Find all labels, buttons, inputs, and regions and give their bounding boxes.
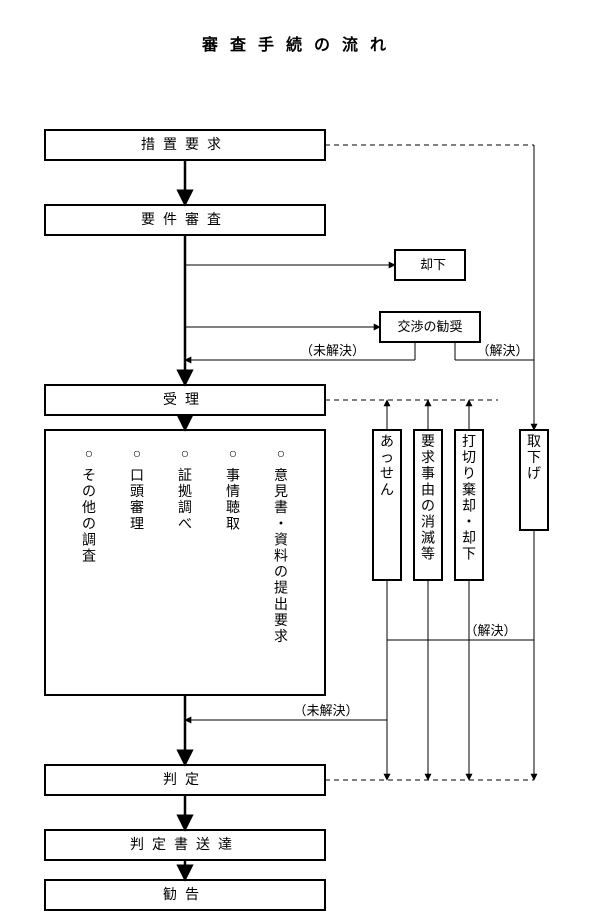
inner-item-4: その他の調査 [82,468,96,565]
box-hantei: 判定 [163,772,207,788]
page-title: 審査手続の流れ [201,35,398,54]
: ○ [85,447,93,462]
vbox-assen: あっせん [380,434,394,498]
box-juri: 受理 [163,392,207,408]
inner-item-3: 口頭審理 [130,469,144,532]
label-kaiketsu-1: （解決） [476,343,528,358]
box-youken: 要件審査 [141,212,229,228]
box-sochi: 措置要求 [141,137,229,153]
: ○ [229,447,237,462]
vbox-uchikiri: 打切り棄却・却下 [462,433,476,563]
label-mikaiketsu-2: （未解決） [293,703,358,718]
box-koushou: 交渉の勧奨 [397,319,462,334]
inner-item-2: 証拠調べ [178,468,192,532]
box-kankoku: 勧告 [163,886,207,903]
box-hanteisho: 判定書送達 [130,837,240,853]
inner-item-0: 意見書・資料の提出要求 [274,467,288,645]
: ○ [181,447,189,462]
box-kyakka: 却下 [420,257,446,272]
vbox-torisage: 取下げ [527,435,541,482]
inner-item-1: 事情聴取 [226,468,240,532]
: ○ [133,447,141,462]
label-mikaiketsu-1: （未解決） [300,343,365,358]
flowchart: 審査手続の流れ措置要求要件審査受理判定判定書送達勧告 却下交渉の勧奨 ○ 意見書・資料… [0,0,598,918]
: ○ [277,447,285,462]
label-kaiketsu-2: （解決） [464,623,516,638]
vbox-youkyuu: 要求事由の消滅等 [421,435,435,563]
